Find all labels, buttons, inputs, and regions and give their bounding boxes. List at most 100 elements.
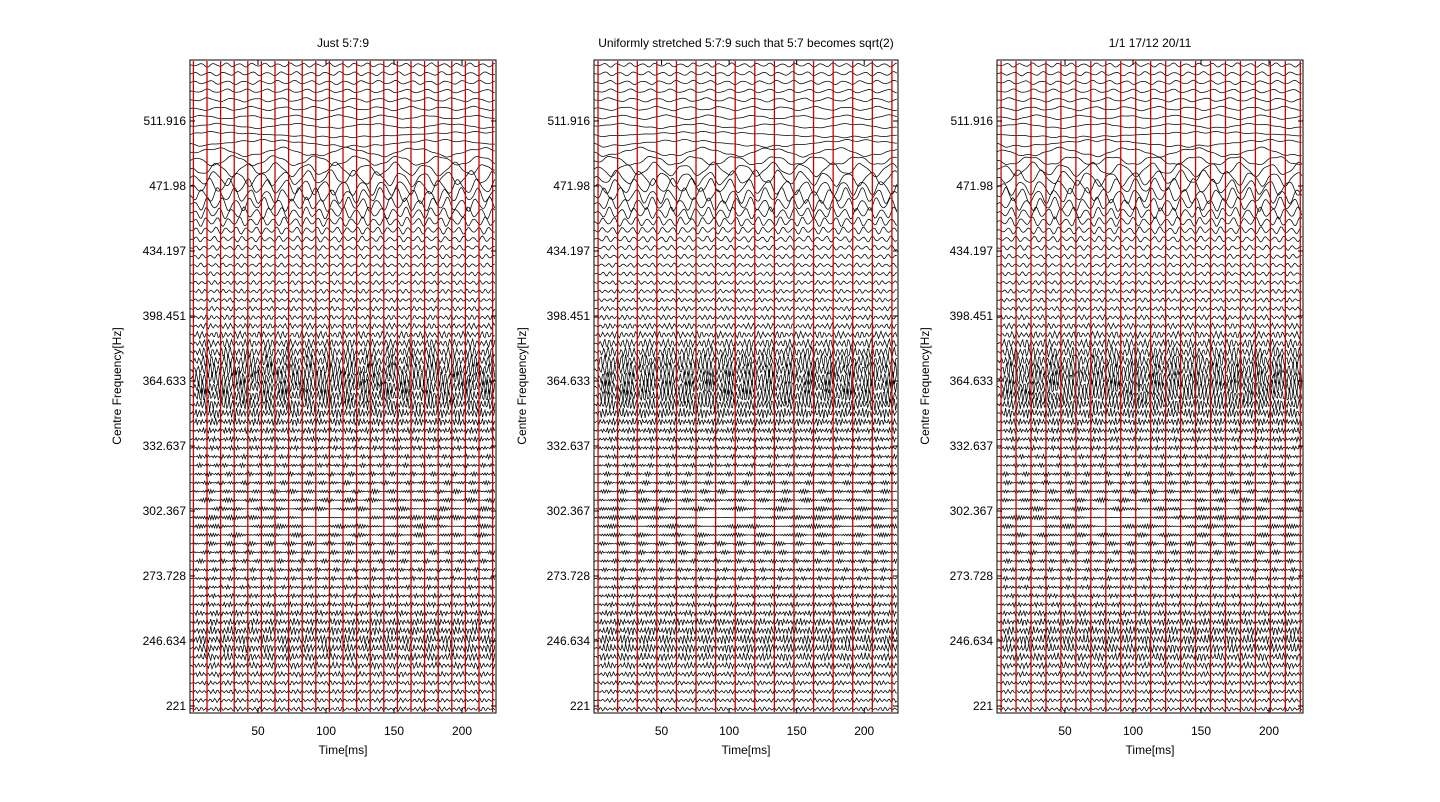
subplot-2-trace bbox=[593, 337, 898, 350]
subplot-2-trace bbox=[593, 574, 898, 582]
subplot-2-trace bbox=[593, 505, 898, 513]
subplot-2-trace bbox=[593, 262, 898, 268]
subplot-2-y-tick-label: 511.916 bbox=[548, 114, 591, 128]
subplot-1-y-tick-label: 398.451 bbox=[143, 309, 187, 323]
subplot-3-axes-box bbox=[996, 59, 1304, 714]
subplot-3-x-tick-label: 100 bbox=[1123, 724, 1143, 738]
subplot-3-x-tick-label: 50 bbox=[1058, 724, 1072, 738]
subplot-3-x-tick-label: 200 bbox=[1259, 724, 1279, 738]
subplot-1-x-tick-label: 150 bbox=[384, 724, 404, 738]
subplot-2-x-tick-label: 200 bbox=[854, 724, 874, 738]
subplot-2-trace bbox=[593, 97, 897, 103]
subplot-2-trace bbox=[593, 453, 898, 461]
subplot-2-y-tick-label: 434.197 bbox=[547, 244, 591, 258]
subplot-3-trace bbox=[996, 660, 1303, 671]
subplot-3-trace bbox=[996, 79, 1302, 85]
subplot-3-trace bbox=[996, 417, 1303, 427]
subplot-3-trace bbox=[997, 131, 1302, 139]
subplot-3-trace bbox=[996, 514, 1303, 522]
subplot-3-trace bbox=[996, 279, 1303, 286]
subplot-2: Uniformly stretched 5:7:9 such that 5:7 … bbox=[515, 36, 899, 757]
subplot-2-y-axis-label: Centre Frequency[Hz] bbox=[515, 327, 529, 444]
subplot-3-trace bbox=[996, 522, 1303, 530]
subplot-3-trace bbox=[996, 177, 1303, 196]
subplot-2-y-tick-label: 246.634 bbox=[547, 634, 591, 648]
subplot-2-title: Uniformly stretched 5:7:9 such that 5:7 … bbox=[598, 36, 893, 50]
subplot-3-trace bbox=[996, 235, 1303, 243]
subplot-3-trace bbox=[996, 557, 1303, 565]
subplot-3-trace bbox=[996, 388, 1303, 404]
subplot-2-trace bbox=[594, 305, 898, 312]
subplot-3-trace bbox=[996, 138, 1302, 148]
subplot-3-trace bbox=[996, 186, 1303, 205]
subplot-2-trace bbox=[593, 322, 898, 330]
subplot-3-trace bbox=[996, 574, 1303, 582]
subplot-3-y-tick-label: 398.451 bbox=[950, 309, 994, 323]
subplot-1-y-tick-label: 273.728 bbox=[143, 569, 187, 583]
subplot-2-trace bbox=[593, 608, 898, 618]
subplot-3-trace bbox=[996, 156, 1302, 166]
subplot-3-trace bbox=[996, 253, 1302, 260]
subplot-3-trace bbox=[996, 531, 1303, 539]
subplot-3-y-axis-label: Centre Frequency[Hz] bbox=[918, 327, 932, 444]
subplot-2-x-tick-label: 50 bbox=[655, 724, 669, 738]
subplot-2-trace bbox=[593, 634, 898, 645]
subplot-2-y-tick-label: 302.367 bbox=[547, 504, 591, 518]
subplot-2-trace bbox=[593, 548, 898, 556]
subplot-1-x-axis-label: Time[ms] bbox=[319, 743, 368, 757]
subplot-3-y-tick-label: 364.633 bbox=[950, 374, 994, 388]
subplot-2-y-tick-label: 221 bbox=[570, 699, 590, 713]
subplot-2-trace bbox=[593, 706, 898, 712]
subplot-3-x-axis-label: Time[ms] bbox=[1126, 743, 1175, 757]
subplot-2-trace bbox=[593, 426, 898, 435]
subplot-3-trace bbox=[996, 706, 1303, 712]
subplot-3-y-tick-label: 332.637 bbox=[950, 439, 994, 453]
subplot-3-trace bbox=[996, 397, 1303, 412]
subplot-1-y-axis-label: Centre Frequency[Hz] bbox=[110, 327, 124, 444]
subplot-2-trace bbox=[593, 643, 898, 653]
subplot-3-trace bbox=[997, 88, 1302, 94]
subplot-3-trace bbox=[996, 226, 1302, 235]
subplot-3-trace bbox=[996, 288, 1303, 294]
subplot-2-trace bbox=[593, 79, 897, 85]
subplot-2-y-tick-label: 273.728 bbox=[547, 569, 591, 583]
subplot-3-trace bbox=[996, 679, 1303, 687]
subplot-1-y-tick-label: 246.634 bbox=[143, 634, 187, 648]
subplot-3-trace bbox=[996, 540, 1303, 548]
subplot-2-trace bbox=[593, 592, 898, 600]
subplot-2-trace bbox=[593, 584, 898, 591]
subplot-3-trace bbox=[996, 609, 1303, 618]
subplot-1-y-tick-label: 302.367 bbox=[143, 504, 187, 518]
subplot-1-y-tick-label: 434.197 bbox=[143, 244, 187, 258]
subplot-1-axes-box bbox=[189, 59, 497, 714]
subplot-1-y-tick-label: 364.633 bbox=[143, 374, 187, 388]
subplot-2-axes-box bbox=[593, 59, 899, 714]
subplot-2-trace bbox=[593, 114, 897, 120]
subplot-2-trace bbox=[593, 71, 898, 77]
subplot-3-trace bbox=[996, 361, 1303, 378]
subplot-2-trace bbox=[593, 651, 898, 662]
subplot-2-trace bbox=[593, 253, 897, 260]
subplot-2-trace bbox=[593, 177, 898, 196]
subplot-3-trace bbox=[996, 122, 1302, 129]
subplot-3-trace bbox=[996, 496, 1303, 504]
subplot-3-trace bbox=[996, 262, 1303, 268]
subplot-3-trace bbox=[996, 461, 1303, 469]
subplot-1-x-tick-label: 200 bbox=[452, 724, 472, 738]
subplot-3-trace bbox=[996, 566, 1303, 574]
subplot-3-y-tick-label: 511.916 bbox=[951, 114, 994, 128]
subplot-2-trace bbox=[593, 329, 898, 340]
subplot-3-trace bbox=[996, 337, 1303, 350]
subplot-1-x-tick-label: 50 bbox=[251, 724, 265, 738]
subplot-1-y-tick-label: 511.916 bbox=[144, 114, 187, 128]
subplot-3-trace bbox=[996, 322, 1303, 330]
subplot-3-trace bbox=[996, 426, 1303, 435]
subplot-2-trace bbox=[593, 617, 898, 627]
subplot-2-trace bbox=[593, 271, 897, 277]
subplot-2-trace bbox=[593, 244, 898, 251]
subplot-3-trace bbox=[996, 206, 1303, 220]
subplot-3-trace bbox=[996, 345, 1303, 359]
subplot-2-trace bbox=[593, 146, 897, 158]
subplot-2-trace bbox=[593, 288, 897, 295]
